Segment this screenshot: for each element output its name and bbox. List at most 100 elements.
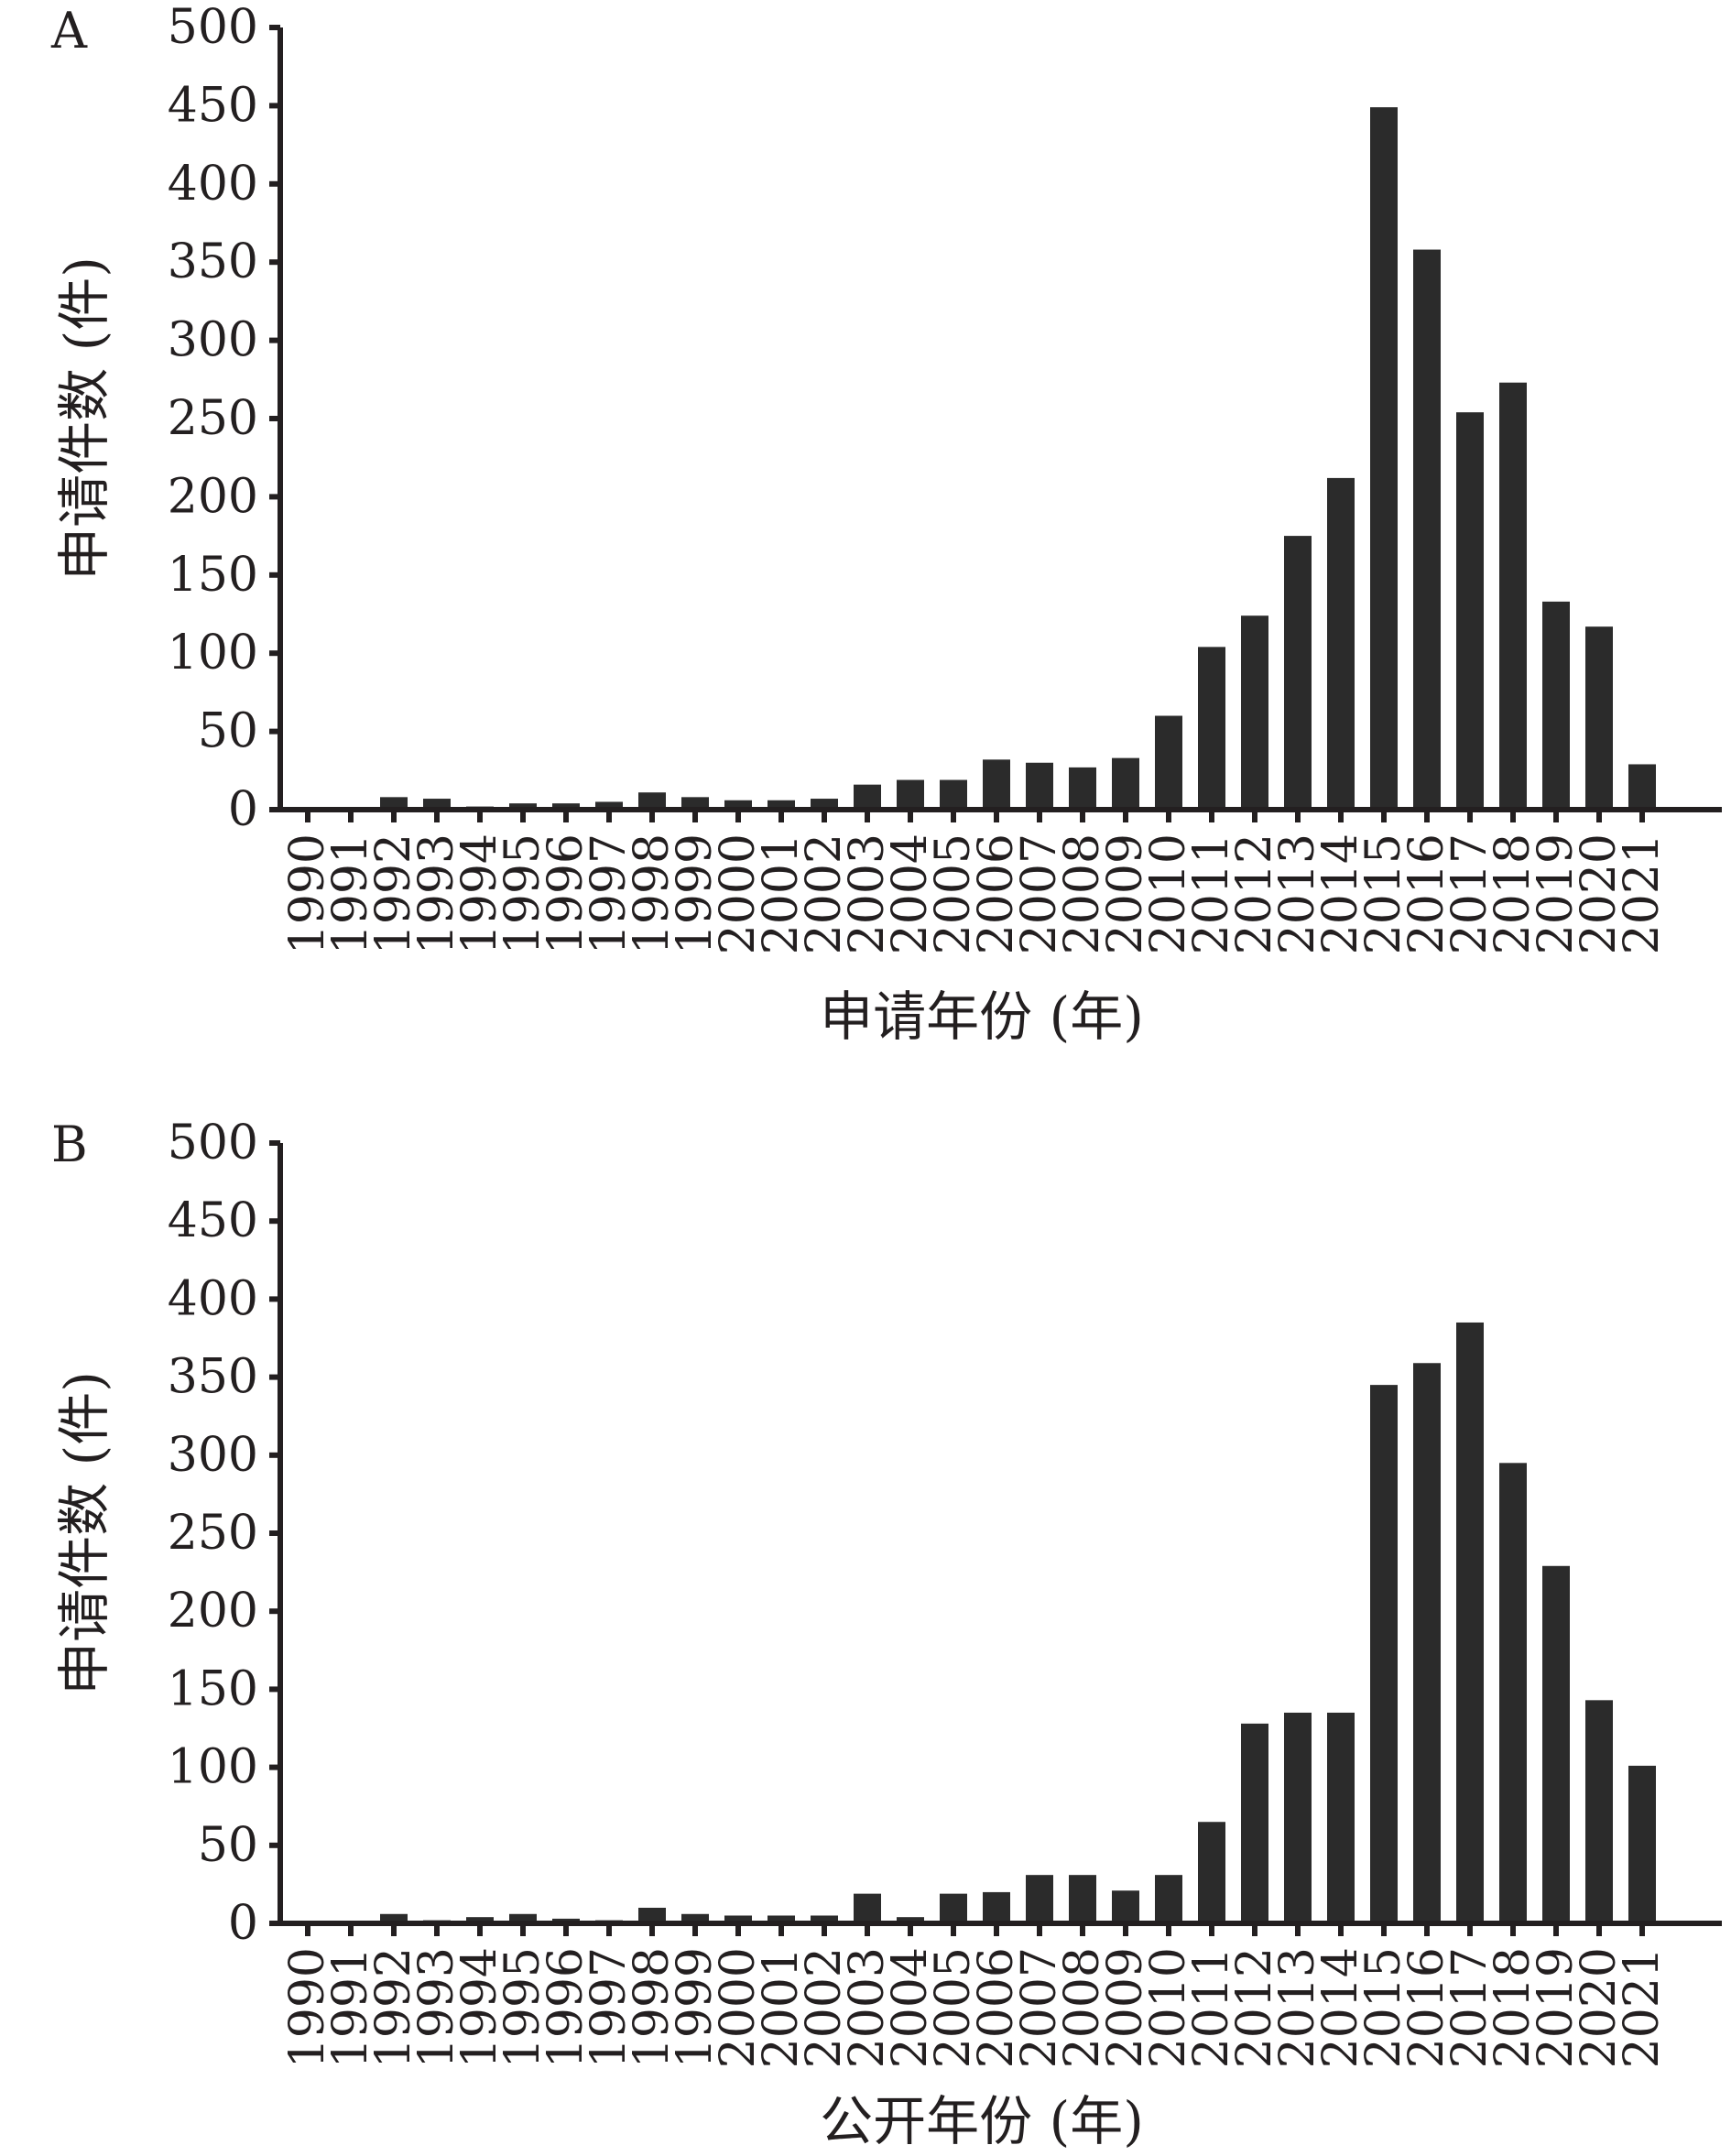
panel-b-x-tick-label-1998: 1998 [625,1947,680,2068]
panel-b-bar-1995 [509,1913,537,1923]
panel-b-bar-2006 [983,1891,1010,1923]
panel-b-bar-2005 [940,1893,967,1923]
panel-b-y-tick-label-450: 450 [168,1193,258,1248]
panel-a-x-tick-label-2009: 2009 [1098,833,1153,954]
panel-b-x-tick-label-2010: 2010 [1141,1947,1196,2068]
panel-a-y-tick-label-350: 350 [168,234,258,289]
panel-b-x-tick-label-2000: 2000 [711,1947,766,2068]
panel-b-x-tick-label-2003: 2003 [840,1947,895,2068]
panel-b-x-tick-label-2017: 2017 [1442,1947,1497,2068]
panel-a-x-tick-label-2018: 2018 [1486,833,1540,954]
panel-a-bar-2002 [811,799,838,810]
panel-a-x-tick-label-2015: 2015 [1356,833,1411,954]
panel-a-x-tick-label-2004: 2004 [883,833,938,954]
panel-a-x-tick-label-2021: 2021 [1615,833,1670,954]
panel-b-x-tick-label-2020: 2020 [1572,1947,1627,2068]
panel-a-x-tick-label-1991: 1991 [323,833,378,954]
panel-b-x-tick-label-1994: 1994 [452,1947,507,2068]
panel-a-x-tick-label-1995: 1995 [495,833,550,954]
panel-b-y-tick-label-300: 300 [168,1428,258,1483]
panel-b-x-tick-label-1990: 1990 [280,1947,335,2068]
panel-b-bar-2003 [854,1893,881,1923]
panel-a-bar-2008 [1069,767,1096,810]
panel-b-bar-1999 [681,1913,709,1923]
panel-a-y-tick-label-400: 400 [168,157,258,212]
panel-b-bar-2017 [1456,1322,1484,1923]
panel-b-x-axis-ticks: 1990199119921993199419951996199719981999… [280,1923,1670,2068]
panel-a-bar-2016 [1413,249,1441,810]
panel-b-x-tick-label-2018: 2018 [1486,1947,1540,2068]
panel-a-y-tick-label-450: 450 [168,78,258,133]
panel-a-x-tick-label-2003: 2003 [840,833,895,954]
panel-a-x-tick-label-1996: 1996 [539,833,593,954]
panel-a-x-tick-label-2020: 2020 [1572,833,1627,954]
panel-b-bars [337,1322,1656,1923]
panel-a-bar-1999 [681,797,709,810]
panel-a-y-tick-label-500: 500 [168,0,258,55]
panel-b-x-tick-label-2007: 2007 [1012,1947,1067,2068]
panel-a-x-tick-label-2016: 2016 [1399,833,1454,954]
panel-a-bar-2003 [854,784,881,810]
panel-b-x-tick-label-1999: 1999 [668,1947,723,2068]
panel-b-bar-2019 [1542,1565,1570,1923]
panel-b-x-tick-label-2011: 2011 [1184,1947,1239,2068]
panel-a-x-axis-ticks: 1990199119921993199419951996199719981999… [280,810,1670,954]
panel-b-y-tick-label-500: 500 [168,1116,258,1171]
panel-a-bar-2001 [768,800,795,810]
panel-b-y-tick-label-350: 350 [168,1350,258,1405]
panel-a-bar-1993 [423,799,451,810]
panel-b-x-tick-label-2014: 2014 [1313,1947,1368,2068]
panel-b-y-tick-label-250: 250 [168,1506,258,1561]
panel-a-x-tick-label-1993: 1993 [409,833,464,954]
panel-a-bar-2013 [1284,536,1312,810]
panel-a-y-tick-label-300: 300 [168,313,258,368]
panel-a-x-tick-label-2012: 2012 [1227,833,1282,954]
panel-b-bar-2001 [768,1915,795,1923]
panel-a-y-tick-label-100: 100 [168,626,258,681]
panel-a-x-tick-label-2001: 2001 [754,833,809,954]
panel-b-bar-2008 [1069,1875,1096,1923]
panel-a-bar-2020 [1585,626,1613,810]
panel-b-bar-2004 [897,1917,924,1923]
panel-b-bar-2009 [1112,1890,1139,1923]
panel-b-axes [278,1143,1722,1926]
panel-a-bar-1997 [595,801,623,810]
panel-a-bar-1995 [509,803,537,810]
panel-b-bar-1992 [380,1913,408,1923]
panel-a-bar-2018 [1499,382,1527,810]
panel-b-label: B [51,1116,88,1173]
panel-b-x-tick-label-2016: 2016 [1399,1947,1454,2068]
panel-a-x-axis-title: 申请年份 (年) [820,985,1144,1048]
panel-b-x-tick-label-2004: 2004 [883,1947,938,2068]
panel-b-x-tick-label-1992: 1992 [366,1947,421,2068]
panel-b-x-tick-label-1996: 1996 [539,1947,593,2068]
panel-a-x-tick-label-2002: 2002 [797,833,852,954]
panel-a-x-tick-label-1994: 1994 [452,833,507,954]
panel-a-bar-1998 [638,792,666,810]
panel-b-x-tick-label-2008: 2008 [1055,1947,1110,2068]
panel-a-bar-2010 [1155,715,1182,810]
panel-a-y-tick-label-0: 0 [228,782,258,837]
panel-a-bar-2011 [1198,647,1225,810]
panel-b-x-tick-label-1995: 1995 [495,1947,550,2068]
panel-a-bar-2007 [1026,762,1053,810]
panel-b-y-tick-label-400: 400 [168,1271,258,1326]
panel-b-x-tick-label-2002: 2002 [797,1947,852,2068]
panel-a-y-tick-label-50: 50 [198,704,258,759]
panel-b-x-tick-label-2013: 2013 [1270,1947,1325,2068]
panel-a-x-tick-label-2000: 2000 [711,833,766,954]
panel-a-x-tick-label-2017: 2017 [1442,833,1497,954]
panel-a-x-tick-label-2014: 2014 [1313,833,1368,954]
panel-b-x-tick-label-2009: 2009 [1098,1947,1153,2068]
panel-a-bar-2000 [724,800,752,810]
panel-b-x-tick-label-1991: 1991 [323,1947,378,2068]
panel-a-label: A [50,2,88,60]
panel-a-x-tick-label-2007: 2007 [1012,833,1067,954]
panel-a-bar-2015 [1370,107,1398,810]
panel-a-bar-2017 [1456,412,1484,810]
panel-b-x-tick-label-2006: 2006 [969,1947,1024,2068]
panel-a-x-tick-label-2005: 2005 [926,833,981,954]
panel-a-axes [278,27,1722,812]
